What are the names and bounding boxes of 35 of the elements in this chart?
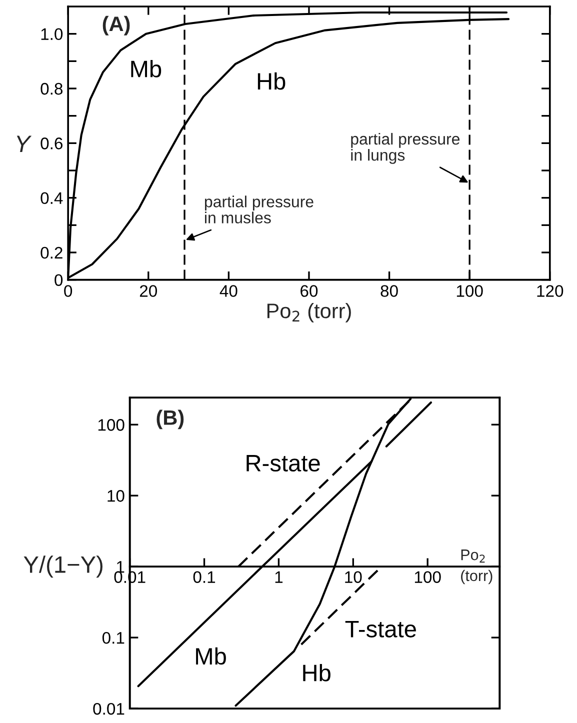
y-tick-label: 0.6 — [40, 138, 62, 150]
x-tick-label: 60 — [300, 285, 318, 297]
ref-line-label: partial pressure in lungs — [351, 132, 460, 164]
series-label: T-state — [345, 620, 416, 638]
x-tick-label: 0.1 — [193, 571, 216, 583]
x-tick-label: 1 — [275, 571, 283, 583]
x-tick-label: 100 — [414, 571, 441, 583]
text: (B) — [156, 410, 184, 430]
series-label: R-state — [246, 455, 320, 472]
y-tick-label: 0.8 — [40, 82, 62, 95]
y-tick-label: 0.4 — [40, 192, 63, 204]
x-axis-title: Po$_{2}$ (torr) — [267, 302, 351, 322]
x-tick-label: 0 — [64, 285, 72, 297]
series-label: Mb — [131, 60, 162, 78]
x-tick-label: 40 — [220, 285, 238, 297]
series-label: Hb — [303, 664, 330, 682]
y-tick-label: 0.1 — [102, 632, 124, 644]
y-tick-label: 0.2 — [40, 246, 62, 259]
series-label: Mb — [196, 647, 226, 665]
x-axis-title: Po$_{2}$ (torr) — [461, 550, 492, 584]
x-tick-label: 120 — [537, 285, 564, 297]
y-tick-label: 0 — [54, 274, 63, 286]
x-tick-label: 20 — [140, 285, 158, 297]
y-tick-label: 10 — [108, 490, 124, 502]
series-label: Hb — [258, 72, 286, 90]
ref-line-label: partial pressure in musles — [204, 196, 314, 224]
x-tick-label: 100 — [456, 285, 483, 297]
y-axis-title: Y — [16, 136, 32, 152]
chart-title: (A) — [102, 16, 130, 36]
y-tick-label: 1.0 — [41, 28, 63, 40]
x-tick-label: 80 — [380, 285, 398, 297]
y-tick-label: 0.01 — [93, 702, 124, 715]
x-tick-label: 10 — [345, 571, 362, 583]
y-tick-label: 100 — [98, 419, 124, 431]
y-axis-title: Y/(1−Y) — [24, 556, 102, 578]
